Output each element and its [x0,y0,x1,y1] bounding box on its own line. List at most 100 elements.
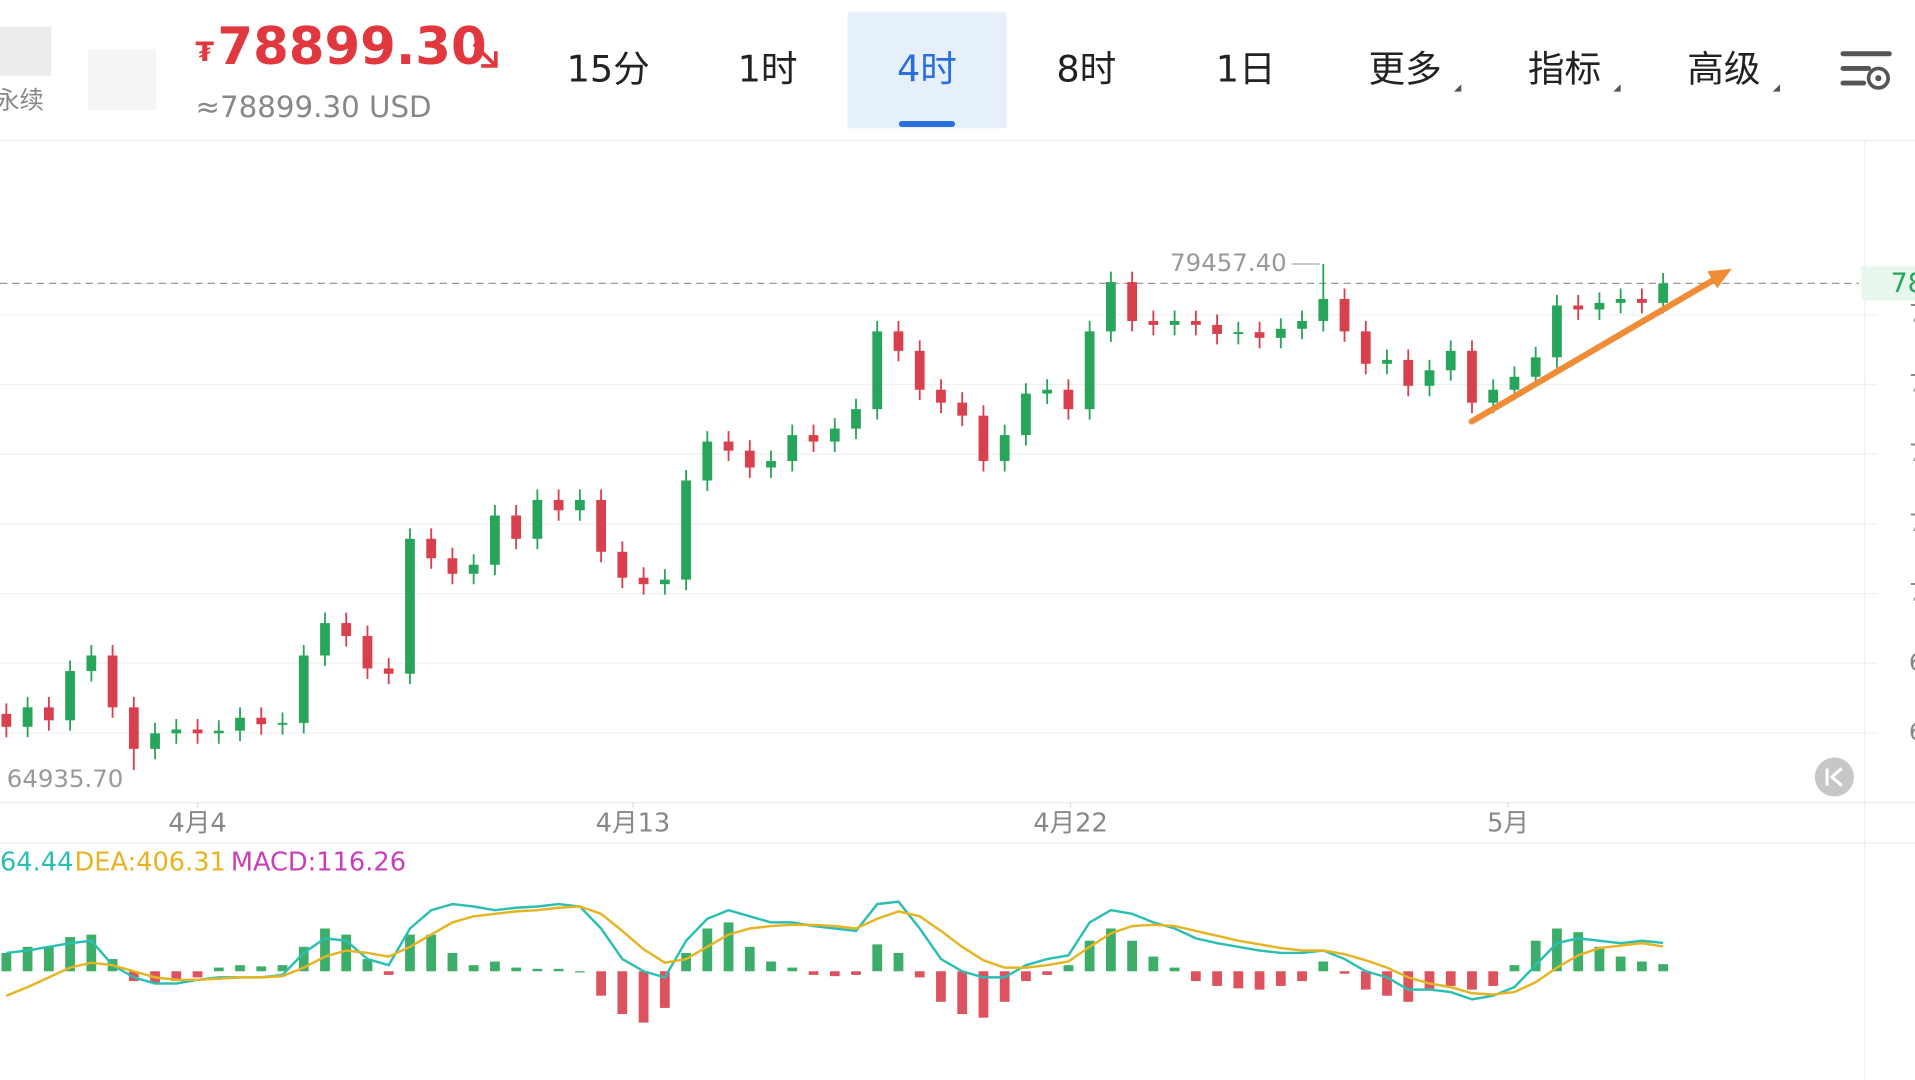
macd-bar [1127,940,1138,972]
y-tick-label: 76000 [1909,368,1915,397]
macd-bar [638,971,649,1023]
candle-body [872,331,883,410]
candle-body [1467,350,1477,403]
macd-bar [999,971,1010,1002]
candle-body [65,671,75,721]
candle-body [1573,305,1584,310]
candle-body [1105,282,1116,332]
macd-bar [1148,956,1159,972]
candle-body [1318,298,1329,321]
candle-body [86,655,97,672]
y-tick-label: 70000 [1909,578,1915,607]
macd-bar [1382,971,1392,996]
candle-body [574,499,585,511]
macd-bar [744,946,755,972]
macd-bar [808,971,819,975]
candle-body [362,636,373,669]
scroll-to-latest[interactable] [1814,757,1854,797]
tab-label: 1时 [738,47,798,90]
macd-bar [936,971,946,1002]
macd-bar [1658,964,1669,972]
candle-body [617,551,628,578]
macd-bar [235,965,245,972]
candle-body [936,389,946,403]
macd-bar [383,971,394,975]
tab[interactable]: 更多 [1368,47,1462,92]
macd-bar [1594,946,1605,972]
tab[interactable]: 15分 [567,47,650,90]
high-label: 79457.40 [1170,248,1287,277]
macd-bar [596,971,606,996]
tab[interactable]: 1日 [1216,47,1276,90]
candle-body [1021,393,1031,436]
candle-body [298,655,309,723]
macd-bar [405,934,415,972]
candle-body [128,707,139,749]
candle-body [107,655,118,708]
candle-body [1403,359,1414,386]
x-tick-label: 5月 [1487,809,1529,839]
macd-bar [468,965,479,972]
tab-label: 8时 [1056,47,1116,90]
macd-bar [213,967,224,972]
macd-bar [702,928,713,972]
macd-bar [1488,971,1499,986]
macd-bar [1403,971,1414,1002]
macd-bar [829,971,840,977]
candle-body [659,579,670,585]
tab[interactable]: 指标 [1528,47,1621,92]
tab[interactable]: 高级 [1687,47,1781,92]
candle-body [1275,328,1286,338]
candle-body [1509,376,1520,390]
candle-body [532,499,543,539]
macd-bar [978,971,989,1018]
settings-icon[interactable] [1840,51,1892,90]
macd-bar [1254,971,1265,990]
tab[interactable]: 8时 [1056,47,1116,90]
candle-body [1339,298,1350,332]
candle-body [957,402,968,416]
tab-label: 更多 [1368,47,1441,90]
macd-bar [532,968,543,972]
macd-bar [1530,940,1541,972]
candle-body [426,538,437,559]
y-tick-label: 68000 [1909,647,1915,676]
macd-bar [1424,971,1435,990]
macd-bar [362,959,373,972]
blurred-logo [0,26,52,76]
macd-bar [277,965,288,972]
macd-bar [341,934,352,972]
candle-body [893,331,904,351]
dea-line [5,905,1664,997]
candle-body [681,480,691,580]
candle-body [638,577,649,585]
candle-body [829,428,840,442]
trend-arrowhead [1707,268,1732,289]
tab-label: 4时 [897,47,957,90]
candle-body [1594,302,1605,310]
macd-bar [1233,971,1244,989]
candle-body [851,409,861,429]
last-price-tag [1861,266,1915,301]
macd-bar [1021,971,1031,982]
tab[interactable]: 4时 [847,12,1007,129]
candle-body [1148,320,1159,325]
macd-bar [681,952,691,972]
tab[interactable]: 1时 [738,47,798,90]
candle-body [320,623,330,656]
tab-dropdown-mark [1613,84,1621,92]
candle-body [1530,357,1541,377]
tab-active-indicator [898,120,956,128]
candle-body [277,722,288,725]
candle-body [43,707,54,721]
macd-bar [1339,971,1350,974]
macd-bar [1,952,12,972]
candle-body [596,499,606,552]
macd-bar [851,971,861,975]
x-tick-label: 4月4 [168,809,226,839]
macd-bar [1360,971,1371,990]
candle-body [490,515,500,565]
